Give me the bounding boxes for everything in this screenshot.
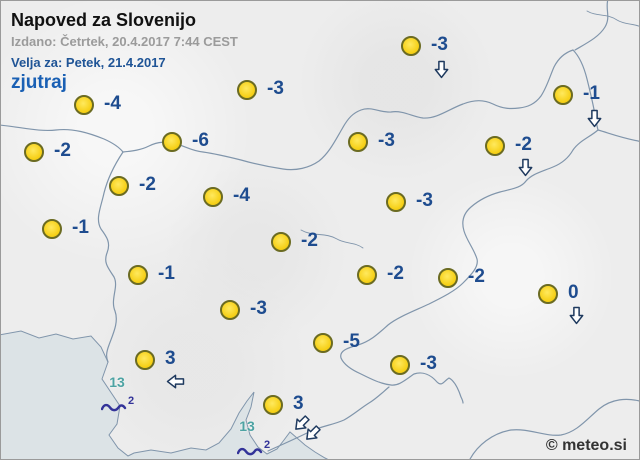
sun-icon	[74, 95, 94, 115]
temperature-label: -1	[158, 263, 175, 284]
temperature-label: -1	[72, 217, 89, 238]
sea-adriatic	[1, 330, 329, 459]
temperature-label: -3	[250, 298, 267, 319]
temperature-label: -3	[416, 190, 433, 211]
temperature-label: -3	[420, 353, 437, 374]
temperature-label: -4	[104, 93, 121, 114]
sun-icon	[220, 300, 240, 320]
temperature-label: -3	[267, 78, 284, 99]
temperature-label: -3	[378, 130, 395, 151]
forecast-period-label: zjutraj	[11, 72, 67, 93]
wave-height-value: 2	[264, 439, 271, 451]
sun-icon	[162, 132, 182, 152]
temperature-label: -4	[233, 185, 250, 206]
temperature-label: 3	[293, 393, 304, 414]
temperature-label: -2	[301, 230, 318, 251]
page-title: Napoved za Slovenijo	[11, 10, 197, 30]
valid-for-date: Velja za: Petek, 21.4.2017	[11, 55, 166, 70]
sun-icon	[348, 132, 368, 152]
copyright-label: © meteo.si	[545, 437, 627, 454]
sun-icon	[553, 85, 573, 105]
wind-arrow-down-left-icon	[289, 411, 313, 435]
sun-icon	[485, 136, 505, 156]
wind-arrow-down-icon	[434, 60, 449, 79]
sun-icon	[135, 350, 155, 370]
temperature-label: -2	[387, 263, 404, 284]
wave-height-symbol: 2	[236, 440, 270, 459]
temperature-label: -3	[431, 34, 448, 55]
river-mura	[586, 10, 639, 27]
temperature-label: -1	[583, 83, 600, 104]
sun-icon	[24, 142, 44, 162]
sun-icon	[128, 265, 148, 285]
border-croatia-east	[340, 129, 599, 404]
temperature-label: 3	[165, 348, 176, 369]
sun-icon	[313, 333, 333, 353]
border-hungary-croatia	[597, 129, 639, 142]
sun-icon	[538, 284, 558, 304]
temperature-label: 0	[568, 282, 579, 303]
wind-arrow-down-icon	[518, 158, 533, 177]
wave-height-value: 2	[128, 395, 135, 407]
sun-icon	[109, 176, 129, 196]
border-croatia-southwest	[267, 386, 390, 452]
coast-kvarner	[469, 398, 639, 459]
temperature-label: -2	[468, 266, 485, 287]
sun-icon	[390, 355, 410, 375]
sea-temperature-label: 13	[109, 374, 125, 390]
temperature-label: -2	[139, 174, 156, 195]
sun-icon	[203, 187, 223, 207]
sun-icon	[271, 232, 291, 252]
temperature-label: -5	[343, 331, 360, 352]
wind-arrow-down-icon	[569, 306, 584, 325]
wind-arrow-left-icon	[166, 374, 185, 389]
border-austria-north	[1, 49, 574, 171]
sun-icon	[263, 395, 283, 415]
temperature-label: -2	[515, 134, 532, 155]
sun-icon	[386, 192, 406, 212]
wind-arrow-down-left-icon	[300, 421, 324, 445]
wave-height-symbol: 2	[100, 396, 134, 417]
sun-icon	[438, 268, 458, 288]
sun-icon	[357, 265, 377, 285]
border-italy-west	[97, 151, 124, 363]
sea-temperature-label: 13	[239, 418, 255, 434]
temperature-label: -2	[54, 140, 71, 161]
sun-icon	[42, 219, 62, 239]
issued-timestamp: Izdano: Četrtek, 20.4.2017 7:44 CEST	[11, 34, 238, 49]
border-austria-hungary	[574, 1, 609, 51]
river-soca	[300, 229, 364, 249]
sun-icon	[237, 80, 257, 100]
wind-arrow-down-icon	[587, 109, 602, 128]
temperature-label: -6	[192, 130, 209, 151]
sun-icon	[401, 36, 421, 56]
